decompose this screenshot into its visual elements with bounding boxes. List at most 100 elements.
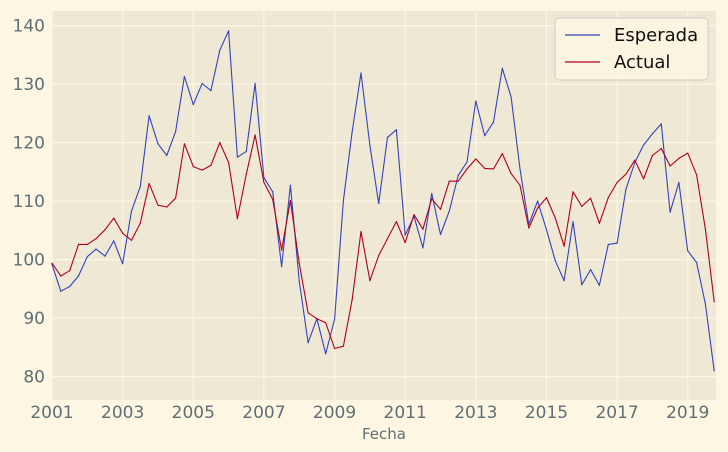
data-point-esperada [395, 129, 397, 131]
data-point-actual [404, 242, 406, 244]
data-point-actual [466, 168, 468, 170]
data-point-actual [325, 322, 327, 324]
data-point-esperada [201, 82, 203, 85]
data-point-esperada [607, 243, 609, 245]
x-tick-label: 2003 [101, 403, 144, 423]
data-point-esperada [77, 275, 80, 277]
data-point-actual [704, 228, 707, 230]
data-point-actual [95, 238, 97, 240]
data-point-esperada [431, 192, 433, 195]
data-point-actual [448, 180, 450, 182]
data-point-actual [510, 173, 512, 175]
data-point-actual [316, 318, 318, 320]
data-point-esperada [590, 269, 592, 271]
y-axis-ticks: 80 90 100 110 120 130 140 [13, 17, 45, 388]
x-tick-label: 2005 [172, 403, 215, 423]
data-point-esperada [254, 82, 256, 85]
data-point-actual [678, 157, 680, 159]
data-point-esperada [245, 150, 247, 152]
data-point-actual [342, 345, 344, 347]
data-point-actual [537, 207, 539, 209]
data-point-actual [254, 134, 256, 136]
data-point-actual [360, 230, 362, 233]
data-point-actual [351, 298, 353, 300]
data-point-esperada [95, 248, 97, 250]
data-point-esperada [378, 202, 380, 205]
data-point-esperada [192, 104, 194, 106]
data-point-actual [475, 158, 477, 160]
x-tick-label: 2009 [313, 403, 356, 423]
data-point-actual [139, 222, 141, 224]
data-point-esperada [369, 144, 371, 147]
data-point-esperada [157, 143, 159, 145]
data-point-actual [413, 214, 415, 216]
x-tick-label: 2015 [525, 403, 568, 423]
x-tick-label: 2019 [666, 403, 709, 423]
data-point-actual [60, 275, 62, 277]
data-point-actual [519, 184, 521, 186]
data-point-esperada [342, 199, 344, 202]
y-tick-label: 90 [23, 309, 45, 329]
data-point-esperada [166, 154, 168, 157]
data-point-actual [590, 197, 592, 199]
data-point-esperada [148, 115, 150, 117]
y-tick-label: 130 [13, 75, 45, 95]
data-point-actual [281, 249, 283, 251]
data-point-actual [492, 168, 495, 170]
data-point-esperada [475, 100, 477, 102]
x-tick-label: 2017 [595, 403, 638, 423]
data-point-esperada [484, 135, 486, 137]
data-point-actual [51, 262, 53, 264]
series-line-esperada [51, 30, 715, 371]
data-point-esperada [660, 123, 662, 125]
x-tick-label: 2007 [242, 403, 285, 423]
data-point-esperada [386, 136, 389, 138]
data-point-actual [192, 166, 194, 168]
x-tick-label: 2011 [384, 403, 427, 423]
data-point-esperada [545, 229, 548, 231]
data-point-esperada [236, 156, 238, 158]
data-point-actual [236, 218, 238, 220]
data-point-esperada [325, 353, 327, 355]
data-point-esperada [687, 250, 689, 252]
data-point-esperada [510, 96, 512, 98]
data-point-actual [457, 180, 459, 182]
data-point-actual [183, 143, 185, 145]
data-point-actual [696, 174, 698, 176]
data-point-actual [369, 280, 371, 282]
data-point-esperada [713, 370, 715, 372]
data-point-esperada [704, 303, 707, 305]
data-point-esperada [289, 184, 291, 186]
data-point-actual [219, 142, 221, 144]
data-point-esperada [554, 260, 556, 262]
data-point-actual [77, 243, 80, 245]
data-point-esperada [113, 240, 115, 242]
data-point-esperada [616, 242, 618, 244]
y-tick-label: 120 [13, 134, 45, 154]
data-point-esperada [519, 168, 521, 170]
data-point-actual [484, 167, 486, 169]
series-lines [51, 30, 715, 372]
data-point-esperada [183, 75, 185, 78]
data-point-esperada [60, 290, 62, 292]
data-point-actual [69, 270, 71, 272]
data-point-actual [378, 254, 380, 257]
data-point-actual [175, 197, 177, 199]
data-point-actual [572, 191, 574, 193]
x-tick-label: 2001 [30, 403, 73, 423]
y-tick-label: 100 [13, 251, 45, 271]
data-point-esperada [272, 191, 274, 193]
data-point-esperada [448, 210, 450, 212]
data-point-esperada [581, 284, 583, 286]
data-point-actual [501, 153, 503, 155]
data-point-esperada [492, 121, 495, 123]
data-point-esperada [439, 233, 442, 236]
data-point-actual [263, 181, 265, 183]
data-point-esperada [669, 211, 671, 213]
data-point-actual [386, 238, 389, 240]
data-point-esperada [651, 133, 654, 135]
series-line-actual [51, 134, 715, 350]
data-point-actual [545, 197, 548, 199]
data-point-actual [157, 204, 159, 206]
